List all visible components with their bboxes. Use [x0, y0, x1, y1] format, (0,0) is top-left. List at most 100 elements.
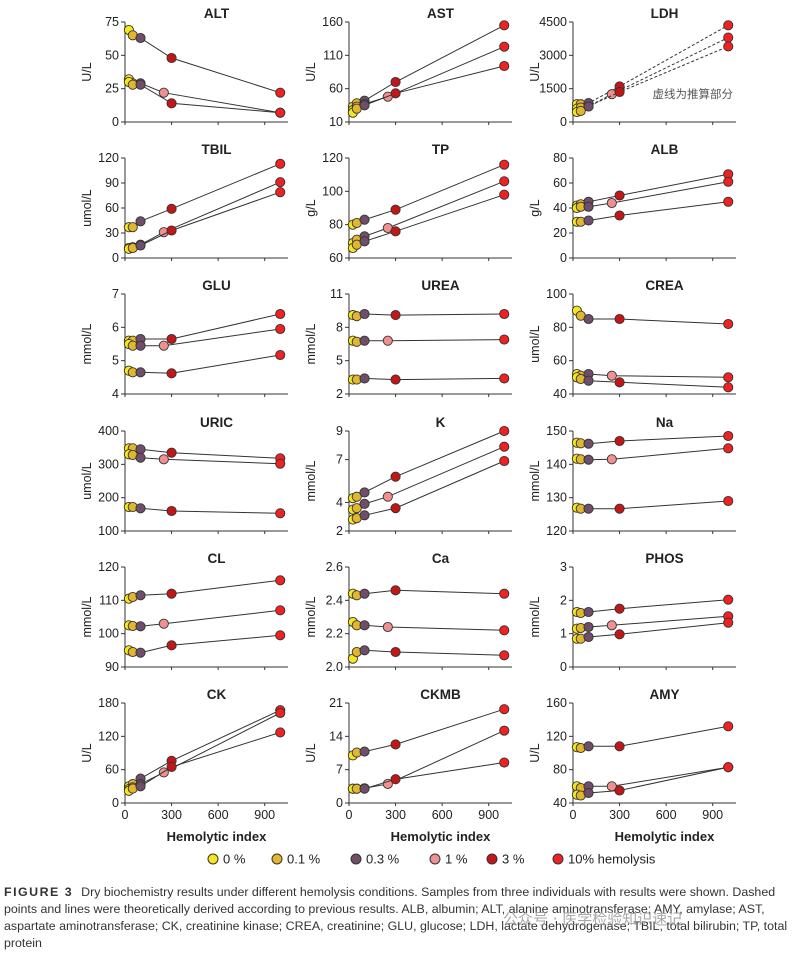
data-point	[135, 216, 146, 227]
data-point	[166, 447, 177, 458]
data-point	[614, 313, 625, 325]
y-axis-label: g/L	[304, 199, 318, 216]
data-point	[499, 441, 510, 452]
y-tick-label: 0	[560, 251, 567, 265]
y-tick-label: 200	[98, 491, 119, 505]
data-point	[382, 621, 393, 633]
legend-label: 0 %	[223, 852, 246, 867]
y-axis-label: U/L	[304, 62, 318, 82]
y-tick-label: 7	[336, 763, 343, 777]
y-axis-label: umol/L	[528, 325, 542, 363]
series-line	[576, 435, 729, 445]
y-tick-label: 40	[553, 796, 567, 810]
x-tick-label: 600	[656, 808, 677, 822]
data-point	[583, 438, 594, 449]
data-point	[583, 621, 594, 633]
y-tick-label: 300	[98, 457, 119, 471]
series-line	[128, 709, 281, 787]
y-tick-label: 6	[112, 320, 119, 334]
y-axis-label: mmol/L	[304, 323, 318, 364]
x-tick-label: 0	[346, 808, 353, 822]
panel-ckmb: 0 7 14 21 0 300 600 900 CKMB U/L Hemolytic index	[304, 687, 512, 844]
data-point	[723, 176, 734, 187]
panel-title: CK	[207, 687, 227, 702]
y-tick-label: 14	[329, 729, 343, 743]
data-point	[723, 20, 734, 31]
y-tick-label: 150	[546, 424, 567, 438]
data-point	[382, 335, 393, 346]
data-point	[583, 375, 594, 386]
y-tick-label: 120	[98, 560, 119, 574]
data-point	[606, 454, 617, 465]
data-point	[583, 101, 594, 112]
panel-title: TP	[432, 142, 449, 157]
series-line	[128, 181, 281, 249]
data-point	[359, 487, 370, 498]
data-point	[382, 778, 393, 790]
data-point	[135, 240, 146, 251]
data-point	[723, 196, 734, 207]
data-point	[723, 372, 734, 383]
y-tick-label: 110	[323, 48, 343, 62]
y-tick-label: 30	[105, 226, 119, 240]
panel-title: AST	[427, 6, 455, 21]
series-line	[576, 500, 729, 510]
y-tick-label: 60	[553, 176, 567, 190]
x-axis-label: Hemolytic index	[167, 829, 267, 844]
data-point	[166, 640, 177, 651]
data-point	[614, 377, 625, 388]
data-point	[499, 425, 510, 437]
y-tick-label: 21	[329, 696, 343, 710]
y-tick-label: 11	[330, 287, 343, 301]
caption-text: Dry biochemistry results under different…	[4, 885, 788, 950]
series-line	[576, 310, 729, 325]
series-line	[352, 313, 505, 317]
data-point	[390, 204, 401, 215]
series-line	[352, 649, 505, 659]
data-point	[723, 495, 734, 507]
panel-tbil: 0 30 60 90 120 TBIL umol/L	[80, 142, 288, 265]
y-tick-label: 120	[98, 151, 119, 165]
panel-title: GLU	[202, 278, 231, 293]
data-point	[499, 41, 510, 52]
series-line	[352, 762, 505, 790]
y-axis-label: umol/L	[80, 189, 94, 227]
series-line	[128, 506, 281, 514]
data-point	[135, 444, 146, 455]
data-point	[135, 647, 146, 658]
y-tick-label: 130	[546, 491, 567, 505]
data-point	[499, 704, 510, 715]
data-point	[390, 226, 401, 237]
y-axis-label: mmol/L	[528, 460, 542, 501]
panel-glu: 4 5 6 7 GLU mmol/L	[80, 278, 288, 401]
data-point	[275, 177, 286, 188]
data-point	[723, 41, 734, 52]
data-point	[499, 334, 510, 345]
y-tick-label: 40	[553, 387, 567, 401]
y-axis-label: U/L	[80, 743, 94, 763]
panel-na: 120 130 140 150 Na mmol/L	[528, 415, 736, 538]
data-point	[723, 443, 734, 454]
y-axis-label: mmol/L	[304, 460, 318, 501]
data-point	[614, 435, 625, 447]
y-tick-label: 2	[336, 524, 343, 538]
panel-tp: 60 80 100 120 TP g/L	[304, 142, 512, 265]
x-tick-label: 300	[385, 808, 406, 822]
panel-title: ALT	[204, 6, 230, 21]
data-point	[614, 190, 625, 201]
data-point	[359, 498, 370, 509]
data-point	[390, 774, 401, 785]
series-line	[576, 181, 729, 209]
series-line	[352, 24, 505, 108]
data-point	[135, 590, 146, 601]
y-tick-label: 1	[560, 627, 567, 641]
data-point	[135, 781, 146, 792]
panel-title: LDH	[651, 6, 679, 21]
panel-alt: 0 25 50 75 ALT U/L	[80, 6, 288, 129]
data-point	[166, 203, 177, 214]
series-line	[128, 634, 281, 654]
data-point	[575, 105, 586, 116]
panel-title: CKMB	[420, 687, 461, 702]
data-point	[275, 707, 286, 719]
series-line	[128, 579, 281, 600]
